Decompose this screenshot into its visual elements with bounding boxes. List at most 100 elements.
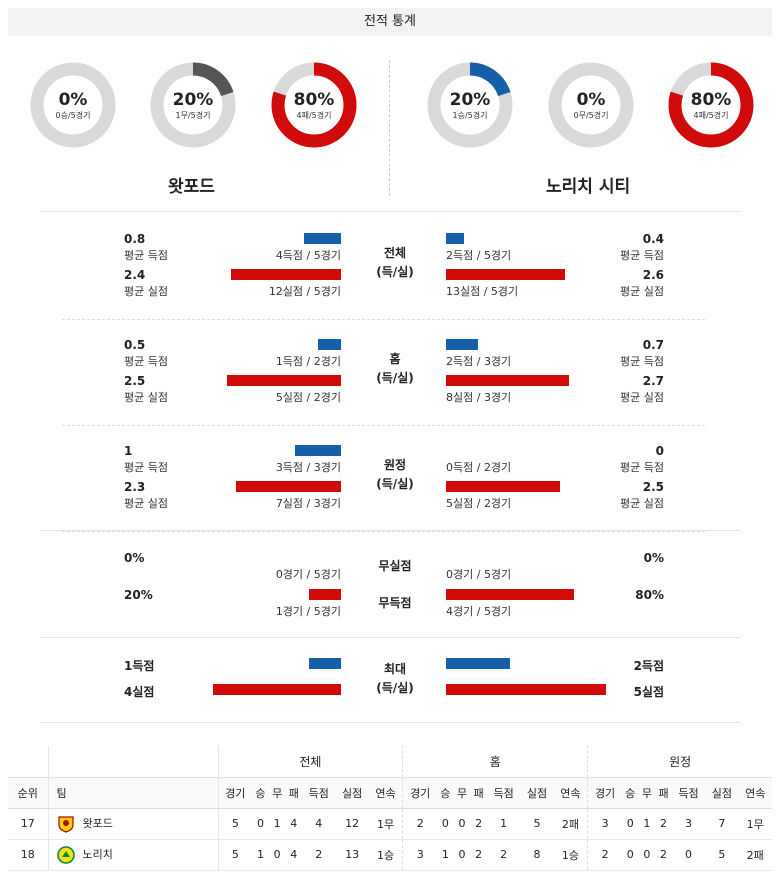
home-max-bar: [213, 684, 341, 695]
donut-record: 4패/5경기: [693, 111, 729, 120]
stat-cell: 2패: [553, 808, 588, 840]
donut-fill: [668, 62, 754, 148]
team-divider: [389, 60, 390, 196]
home-stat-caption: 5실점 / 2경기: [275, 391, 341, 404]
section-separator: [62, 425, 705, 426]
stat-cell: 1: [252, 839, 269, 871]
donut-fill: [427, 62, 513, 148]
team-name-link[interactable]: 왓포드: [82, 816, 113, 830]
home-donut-ring-1: [30, 62, 116, 148]
stat-cell: 1승: [553, 839, 588, 871]
col-header: 패: [470, 777, 487, 809]
home-team-name: 왓포드: [168, 177, 215, 197]
stat-cell: 5: [705, 839, 739, 871]
home-stat-label: 평균 득점: [124, 355, 168, 368]
stat-cell: 2: [470, 839, 487, 871]
away-stat-label: 평균 실점: [620, 497, 664, 510]
max-label: 최대 (득/실): [355, 660, 435, 698]
away-donut-1: 20% 1승/5경기: [427, 62, 513, 148]
stat-cell: 3: [587, 808, 622, 840]
section-label-main: 홈: [389, 352, 401, 366]
away-stat-label: 평균 득점: [620, 249, 664, 262]
away-stat-label: 평균 실점: [620, 391, 664, 404]
col-header: 연속: [553, 777, 588, 809]
section-label-main: 전체: [383, 246, 407, 260]
home-stat-label: 평균 득점: [124, 461, 168, 474]
away-donut-2: 0% 0무/5경기: [548, 62, 634, 148]
home-stat-caption: 7실점 / 3경기: [275, 497, 341, 510]
team-cell[interactable]: 노리치: [47, 839, 218, 871]
donut-percent: 0%: [576, 90, 606, 110]
col-header: 연속: [738, 777, 772, 809]
stat-cell: 1: [638, 808, 656, 840]
away-stat-bar: [446, 375, 569, 386]
home-donut-2: 20% 1무/5경기: [150, 62, 236, 148]
away-clean-bar: [446, 589, 574, 600]
home-stat-value: 2.5: [124, 374, 146, 388]
away-donut-ring-3: [668, 62, 754, 148]
donut-record: 0승/5경기: [55, 111, 91, 120]
home-stat-bar: [236, 481, 341, 492]
home-stat-caption: 4득점 / 5경기: [275, 249, 341, 262]
home-clean-value: 0%: [124, 551, 145, 565]
donut-record: 4패/5경기: [296, 111, 332, 120]
section-label-2: 홈 (득/실): [355, 350, 435, 388]
home-clean-bar: [309, 589, 341, 600]
watford-badge-icon: [57, 815, 75, 833]
group-home: 홈: [402, 746, 588, 778]
stat-cell: 0: [252, 808, 269, 840]
home-stat-caption: 3득점 / 3경기: [275, 461, 341, 474]
section-divider: [40, 637, 740, 638]
table-row: 17 왓포드 5 0 1 4 4 12 1무 2 0 0 2 1 5 2패 3 0 1 2 3 7 1무: [8, 808, 772, 840]
team-name-link[interactable]: 노리치: [82, 847, 113, 861]
home-stat-bar: [304, 233, 341, 244]
stat-cell: 8: [520, 839, 554, 871]
home-max-value: 1득점: [124, 659, 155, 673]
stat-cell: 4: [302, 808, 336, 840]
stat-cell: 2: [655, 839, 672, 871]
stat-cell: 5: [520, 808, 554, 840]
home-stat-value: 0.8: [124, 232, 146, 246]
away-stat-value: 0.4: [642, 232, 664, 246]
home-stat-label: 평균 실점: [124, 285, 168, 298]
donut-record: 1승/5경기: [452, 111, 488, 120]
donut-percent: 20%: [449, 90, 491, 110]
col-header: 경기: [402, 777, 438, 809]
stat-cell: 0: [621, 839, 639, 871]
col-header: 패: [285, 777, 303, 809]
home-stat-bar: [231, 269, 341, 280]
section-label-3: 원정 (득/실): [355, 456, 435, 494]
stat-cell: 2: [587, 839, 622, 871]
col-header: 득점: [671, 777, 706, 809]
stat-cell: 2: [302, 839, 336, 871]
table-row: 18 노리치 5 1 0 4 2 13 1승 3 1 0 2 2 8 1승 2 0 0 2 0 5 2패: [8, 839, 772, 871]
away-stat-value: 2.5: [642, 480, 664, 494]
norwich-badge-icon: [56, 845, 75, 864]
home-stat-value: 0.5: [124, 338, 146, 352]
section-divider: [40, 211, 740, 212]
stat-cell: 0: [453, 808, 471, 840]
team-cell[interactable]: 왓포드: [47, 808, 218, 840]
col-header: 실점: [705, 777, 739, 809]
home-stat-caption: 1득점 / 2경기: [275, 355, 341, 368]
rank-cell: 18: [8, 839, 48, 871]
away-clean-value: 80%: [635, 588, 664, 602]
stat-cell: 1무: [368, 808, 403, 840]
home-stat-caption: 12실점 / 5경기: [268, 285, 341, 298]
col-header: 승: [437, 777, 454, 809]
col-header: 승: [252, 777, 269, 809]
stat-cell: 5: [217, 839, 253, 871]
col-header: 연속: [368, 777, 403, 809]
donut-percent: 80%: [293, 90, 335, 110]
clean-label-1: 무실점: [378, 559, 412, 573]
donut-fill: [150, 62, 236, 148]
stat-cell: 0: [268, 839, 286, 871]
home-donut-ring-3: [271, 62, 357, 148]
away-stat-caption: 0득점 / 2경기: [446, 461, 512, 474]
away-donut-ring-1: [427, 62, 513, 148]
donut-record: 1무/5경기: [175, 111, 211, 120]
away-donut-3: 80% 4패/5경기: [668, 62, 754, 148]
away-stat-bar: [446, 269, 565, 280]
home-stat-value: 1: [124, 444, 133, 458]
stats-title: 전적 통계: [8, 8, 772, 36]
